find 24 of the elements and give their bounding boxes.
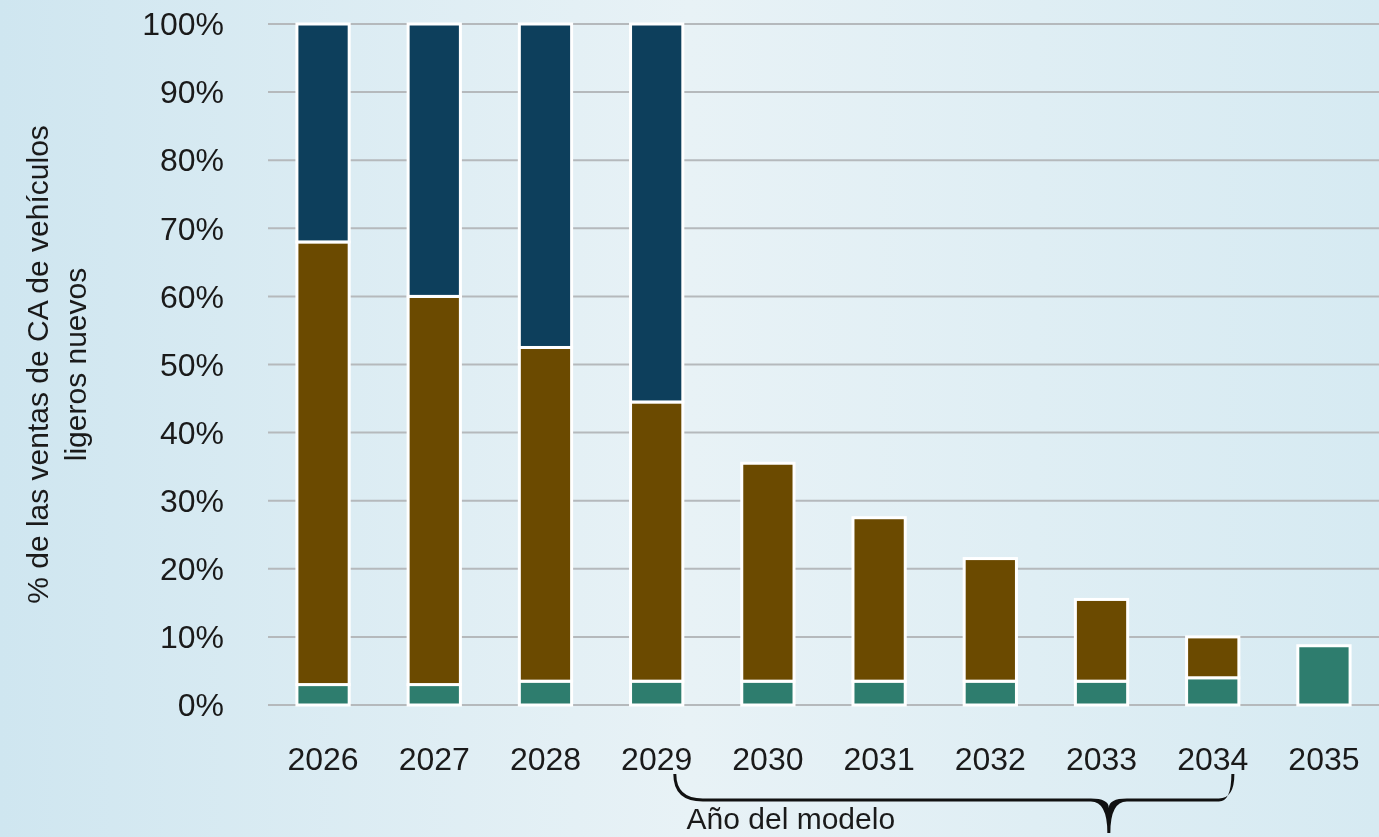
x-tick-label: 2027 — [398, 741, 470, 777]
y-tick-label: 90% — [159, 74, 224, 111]
y-tick-label: 30% — [159, 482, 224, 519]
x-tick-label: 2029 — [621, 741, 693, 777]
y-tick-label: 100% — [142, 6, 224, 43]
x-tick-label: 2031 — [843, 741, 915, 777]
y-tick-label: 20% — [159, 551, 224, 587]
y-tick-label: 70% — [159, 210, 224, 247]
y-axis-title: % de las ventas de CA de vehículos ligeros nuevos — [21, 125, 92, 604]
y-tick-label: 50% — [159, 346, 224, 383]
x-tick-label: 2034 — [1177, 741, 1249, 777]
x-axis-title: Año del modelo — [686, 802, 896, 835]
x-tick-label: 2028 — [509, 741, 582, 777]
bar — [1296, 644, 1352, 707]
x-tick-label: 2030 — [732, 741, 804, 777]
x-tick-label: 2026 — [287, 741, 359, 777]
y-tick-label: 10% — [159, 619, 224, 656]
x-tick-label: 2035 — [1288, 741, 1360, 777]
y-tick-label: 0% — [177, 687, 224, 724]
y-tick-label: 40% — [159, 414, 224, 451]
y-tick-label: 80% — [159, 142, 224, 179]
x-tick-label: 2033 — [1065, 741, 1138, 777]
y-tick-label: 60% — [159, 278, 224, 315]
x-tick-label: 2032 — [954, 741, 1026, 777]
